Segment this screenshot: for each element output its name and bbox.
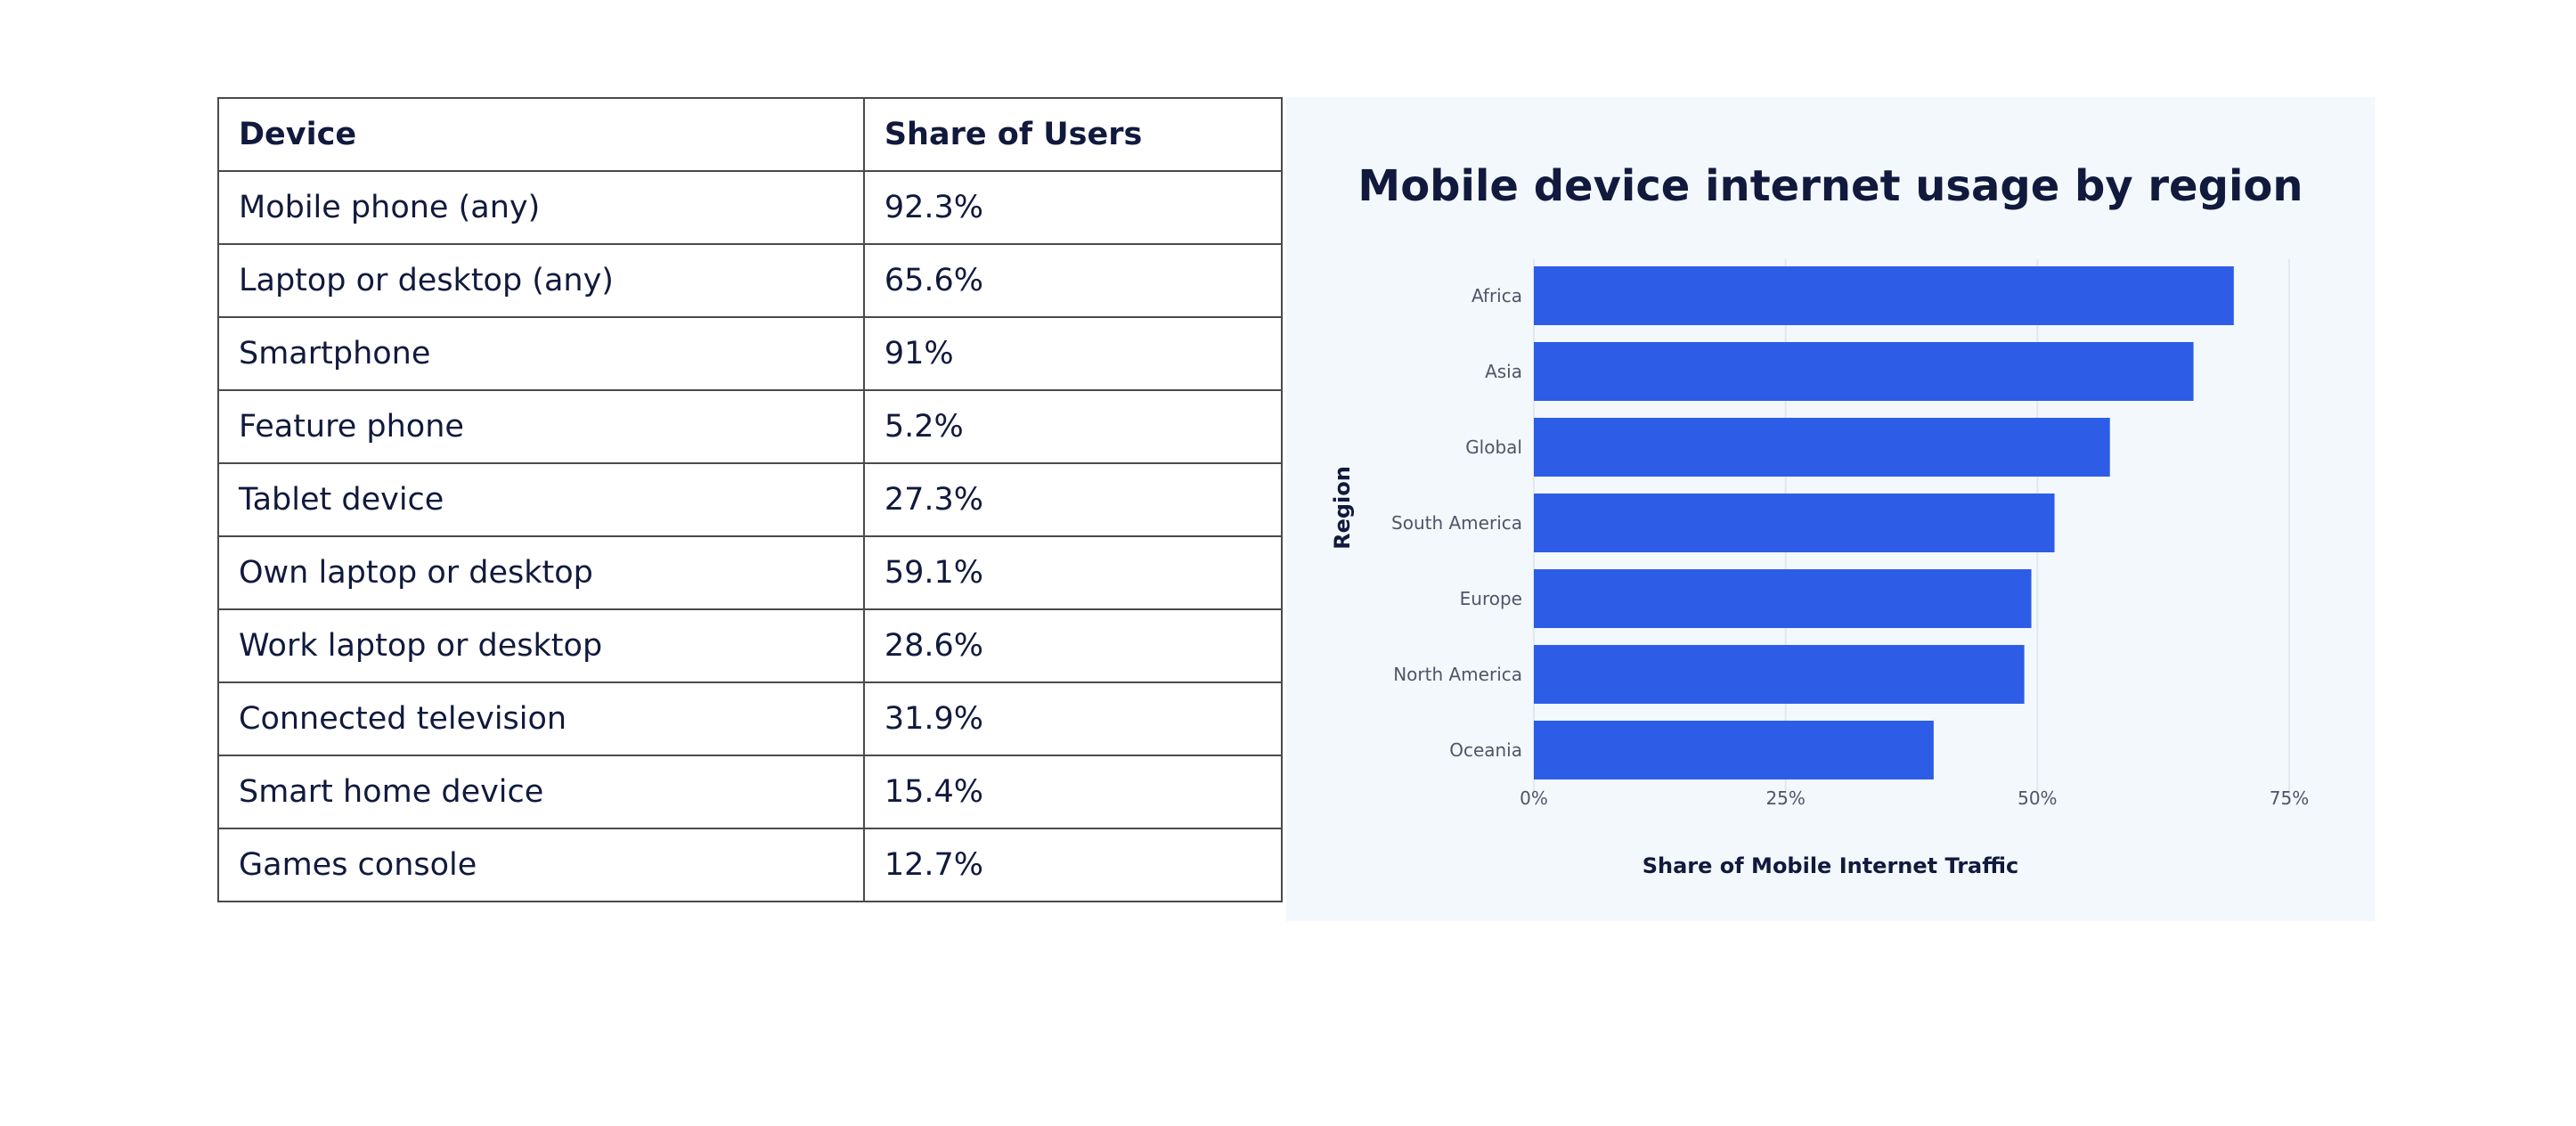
category-label: Europe: [1460, 588, 1522, 609]
bar-north-america: [1534, 645, 2025, 704]
bar-africa: [1534, 266, 2234, 325]
share-value-cell: 31.9%: [862, 681, 1284, 756]
table-row: Laptop or desktop (any) 65.6%: [217, 243, 1284, 318]
x-tick-label: 50%: [2018, 787, 2057, 809]
share-value-cell: 59.1%: [862, 535, 1284, 610]
device-name-cell: Own laptop or desktop: [217, 535, 865, 610]
category-label: North America: [1393, 664, 1522, 685]
share-value-cell: 15.4%: [862, 755, 1284, 829]
bar-global: [1534, 418, 2110, 477]
x-axis-title: Share of Mobile Internet Traffic: [1643, 853, 2019, 878]
x-tick-label: 0%: [1520, 787, 1548, 809]
table-row: Connected television 31.9%: [217, 681, 1284, 756]
device-name-cell: Mobile phone (any): [217, 170, 865, 245]
category-label: Africa: [1471, 285, 1522, 306]
share-value-cell: 91%: [862, 316, 1284, 391]
y-axis-title: Region: [1330, 466, 1355, 550]
bar-chart: Mobile device internet usage by region A…: [1330, 161, 2309, 878]
device-name-cell: Work laptop or desktop: [217, 608, 865, 683]
category-labels: Africa Asia Global South America Europe North…: [1391, 285, 1522, 761]
table-row: Smartphone 91%: [217, 316, 1284, 391]
x-tick-label: 25%: [1765, 787, 1805, 809]
table-header-row: Device Share of Users: [217, 97, 1284, 172]
table-row: Feature phone 5.2%: [217, 389, 1284, 464]
bar-asia: [1534, 342, 2194, 401]
device-share-table: Device Share of Users Mobile phone (any)…: [217, 97, 1284, 902]
bars: [1534, 266, 2234, 779]
device-name-cell: Connected television: [217, 681, 865, 756]
table-row: Own laptop or desktop 59.1%: [217, 535, 1284, 610]
share-value-cell: 12.7%: [862, 828, 1284, 902]
x-tick-labels: 0% 25% 50% 75%: [1520, 787, 2309, 809]
share-value-cell: 5.2%: [862, 389, 1284, 464]
bar-europe: [1534, 569, 2032, 628]
share-value-cell: 27.3%: [862, 462, 1284, 537]
device-name-cell: Tablet device: [217, 462, 865, 537]
device-name-cell: Feature phone: [217, 389, 865, 464]
table-row: Smart home device 15.4%: [217, 755, 1284, 829]
category-label: Asia: [1485, 361, 1522, 382]
column-header-share: Share of Users: [862, 97, 1284, 172]
x-tick-label: 75%: [2270, 787, 2309, 809]
chart-title: Mobile device internet usage by region: [1357, 161, 2303, 211]
device-name-cell: Smart home device: [217, 755, 865, 829]
device-name-cell: Laptop or desktop (any): [217, 243, 865, 318]
category-label: Oceania: [1449, 739, 1522, 761]
table-row: Games console 12.7%: [217, 828, 1284, 902]
device-name-cell: Smartphone: [217, 316, 865, 391]
table-row: Work laptop or desktop 28.6%: [217, 608, 1284, 683]
category-label: Global: [1465, 437, 1522, 458]
device-name-cell: Games console: [217, 828, 865, 902]
share-value-cell: 92.3%: [862, 170, 1284, 245]
share-value-cell: 28.6%: [862, 608, 1284, 683]
column-header-device: Device: [217, 97, 865, 172]
bar-oceania: [1534, 721, 1934, 779]
table-row: Tablet device 27.3%: [217, 462, 1284, 537]
bar-south-america: [1534, 494, 2055, 552]
chart-panel: Mobile device internet usage by region A…: [1286, 97, 2375, 921]
table-row: Mobile phone (any) 92.3%: [217, 170, 1284, 245]
share-value-cell: 65.6%: [862, 243, 1284, 318]
category-label: South America: [1391, 512, 1522, 534]
